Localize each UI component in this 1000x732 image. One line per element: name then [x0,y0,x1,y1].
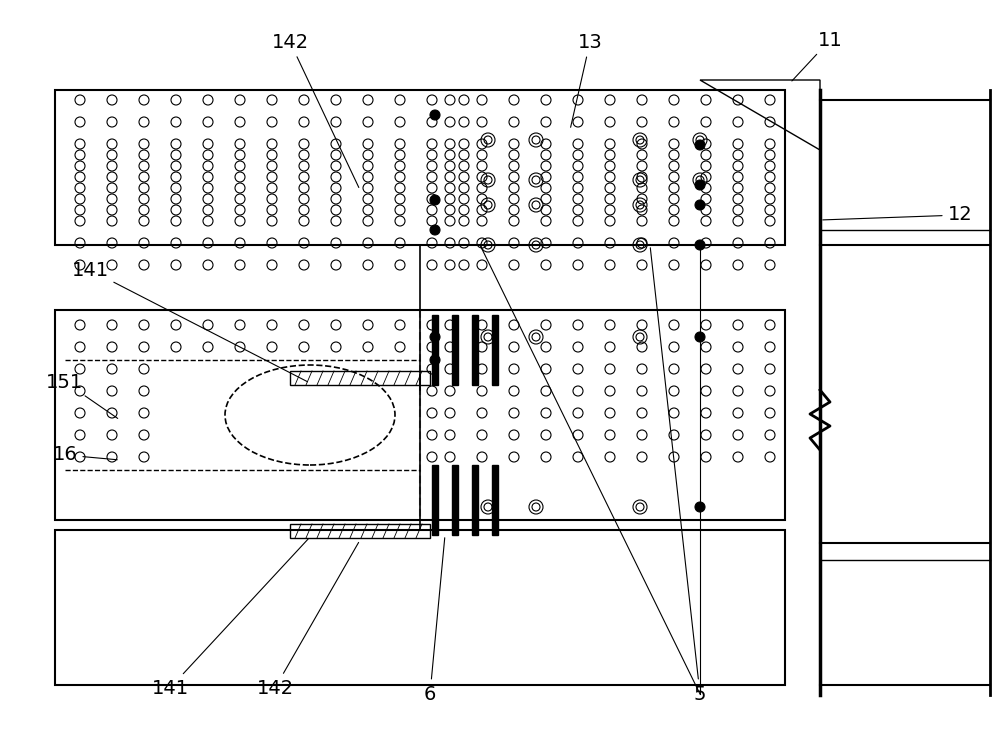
Bar [432,465,438,535]
Text: 13: 13 [571,32,602,127]
Text: 142: 142 [271,32,359,187]
Circle shape [430,332,440,342]
Bar [432,315,438,385]
Circle shape [695,140,705,150]
Circle shape [695,502,705,512]
Circle shape [430,110,440,120]
Circle shape [430,195,440,205]
Bar [290,524,430,538]
Circle shape [430,355,440,365]
Text: 141: 141 [71,261,308,381]
Circle shape [695,200,705,210]
Text: 5: 5 [650,247,706,703]
Bar [452,465,458,535]
Text: 6: 6 [424,538,445,703]
Text: 142: 142 [256,542,359,698]
Text: 16: 16 [53,446,117,465]
Bar [472,315,478,385]
Circle shape [695,332,705,342]
Text: 141: 141 [151,539,308,698]
Bar [55,90,785,245]
Circle shape [695,180,705,190]
Bar [492,465,498,535]
Bar [492,315,498,385]
Bar [452,315,458,385]
Circle shape [695,240,705,250]
Bar [472,465,478,535]
Bar [290,371,430,385]
Bar [55,530,785,685]
Circle shape [430,225,440,235]
Text: 11: 11 [792,31,842,81]
Text: 12: 12 [823,206,972,225]
Bar [55,310,785,520]
Text: 151: 151 [46,373,118,419]
